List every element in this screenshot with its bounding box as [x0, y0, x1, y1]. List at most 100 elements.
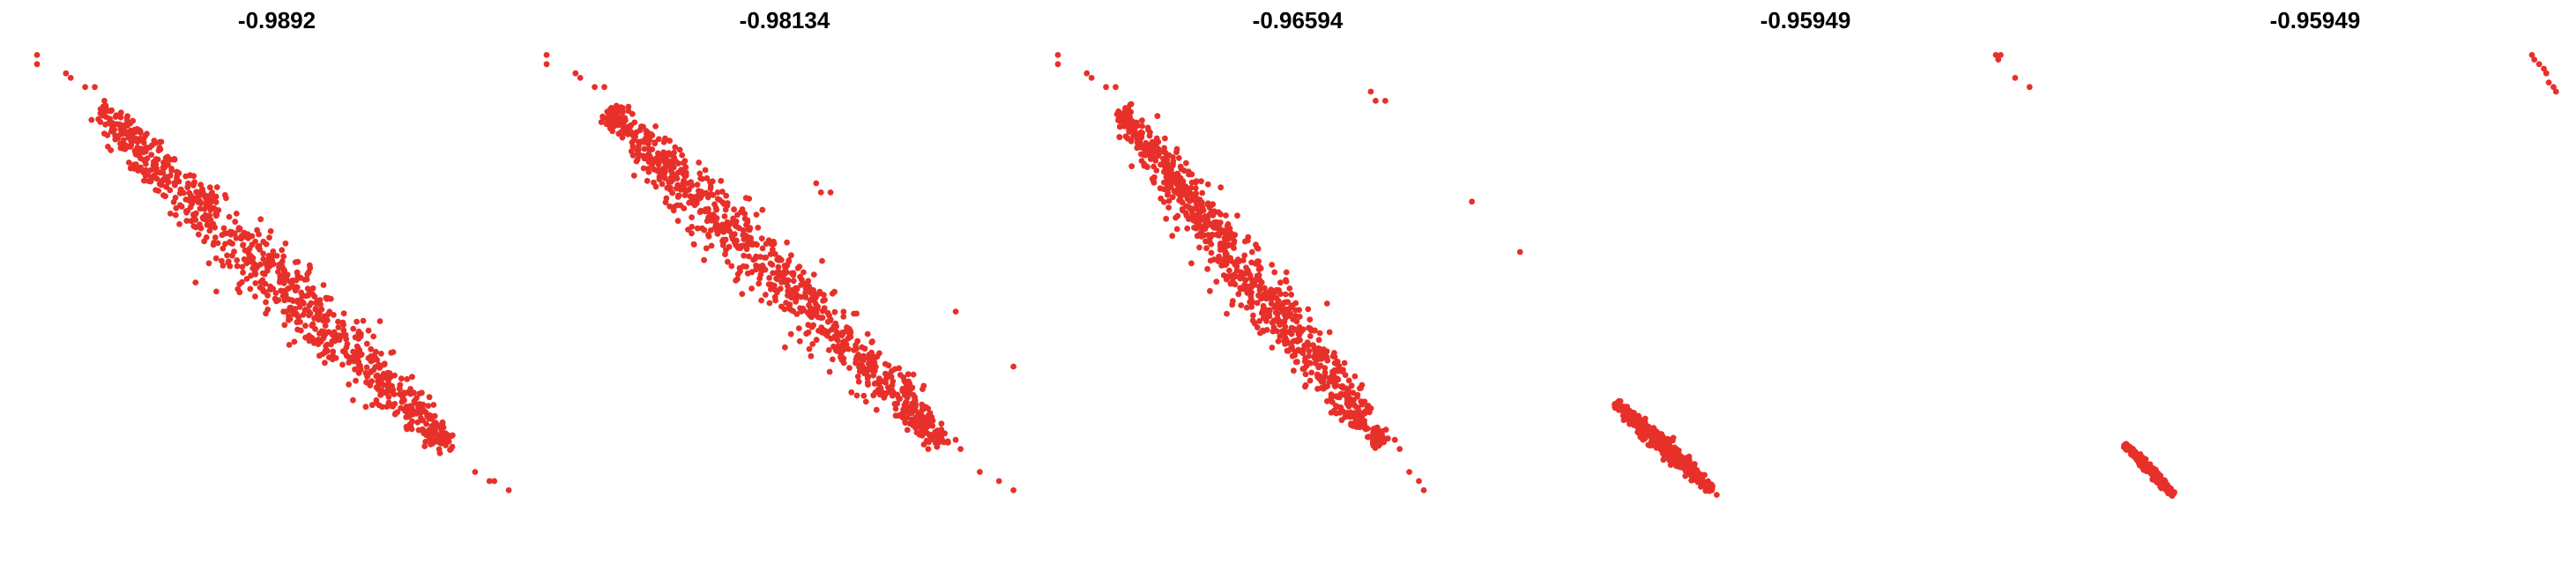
scatter-point-outlier [63, 70, 70, 77]
scatter-point [925, 446, 932, 452]
scatter-point [202, 194, 208, 200]
scatter-point [373, 396, 380, 404]
scatter-point-outlier [1391, 436, 1398, 443]
scatter-point [264, 292, 271, 299]
scatter-point [1254, 300, 1261, 307]
scatter-point [302, 307, 309, 314]
scatter-point [1198, 223, 1205, 230]
scatter-point [746, 253, 752, 260]
scatter-point [766, 275, 772, 281]
scatter-point [196, 193, 203, 199]
scatter-point [138, 130, 144, 137]
scatter-point [1210, 211, 1217, 219]
panel-1: -0.9892 [34, 7, 512, 493]
scatter-point [633, 158, 640, 165]
scatter-point [720, 239, 727, 245]
scatter-point [1372, 441, 1379, 447]
scatter-point [1286, 285, 1293, 292]
scatter-point [1287, 345, 1294, 352]
scatter-point-outlier [1088, 75, 1095, 81]
scatter-point [108, 128, 115, 135]
scatter-point [115, 122, 123, 129]
scatter-point [294, 269, 301, 276]
scatter-point-outlier [543, 61, 550, 68]
scatter-point [876, 350, 882, 357]
scatter-point [710, 211, 717, 219]
scatter-point [871, 359, 878, 366]
scatter-point [252, 238, 258, 245]
scatter-point [891, 401, 898, 407]
scatter-point [357, 333, 364, 340]
scatter-point [1136, 138, 1143, 145]
scatter-point [1296, 314, 1303, 320]
scatter-point [1121, 118, 1128, 125]
scatter-point [1329, 373, 1336, 380]
scatter-point [115, 135, 122, 142]
scatter-point [1216, 224, 1223, 231]
scatter-point [1231, 232, 1238, 239]
scatter-point-outlier [1516, 248, 1523, 256]
scatter-point [1248, 248, 1255, 256]
scatter-point [413, 410, 421, 417]
scatter-point [852, 342, 859, 349]
scatter-point [1243, 304, 1250, 311]
scatter-point [354, 318, 360, 325]
scatter-point [431, 420, 437, 427]
scatter-point [788, 270, 795, 277]
scatter-point [108, 107, 115, 114]
scatter-point [341, 331, 348, 337]
scatter-point [370, 333, 376, 340]
scatter-point [1651, 435, 1657, 442]
scatter-point [682, 188, 689, 195]
scatter-point [1241, 238, 1248, 245]
scatter-point [151, 159, 157, 166]
scatter-point [765, 237, 772, 244]
scatter-point [128, 142, 135, 149]
scatter-point [872, 389, 879, 396]
scatter-point [703, 245, 710, 252]
panel-1-title: -0.9892 [238, 7, 316, 33]
scatter-point [810, 271, 817, 278]
scatter-point [1246, 270, 1252, 277]
scatter-point [212, 211, 220, 218]
scatter-point [1204, 265, 1210, 272]
scatter-point [1302, 383, 1308, 390]
scatter-point [785, 292, 791, 299]
scatter-point [1195, 232, 1202, 239]
scatter-point [929, 423, 936, 429]
scatter-point [671, 149, 677, 156]
scatter-point [243, 276, 250, 282]
scatter-point [1165, 197, 1173, 204]
scatter-point [904, 414, 911, 421]
scatter-point [855, 378, 862, 385]
scatter-point [1157, 185, 1164, 192]
scatter-point [355, 328, 362, 335]
scatter-point [284, 271, 291, 278]
scatter-point [1231, 238, 1238, 244]
scatter-point [925, 405, 932, 411]
scatter-point [164, 175, 170, 182]
scatter-point [249, 257, 255, 264]
scatter-point [294, 313, 301, 319]
scatter-point [1188, 171, 1195, 178]
scatter-point [320, 282, 327, 288]
scatter-point [1170, 158, 1177, 165]
scatter-point [744, 241, 751, 248]
scatter-point [164, 156, 171, 163]
scatter-point [941, 439, 948, 446]
scatter-point [1256, 318, 1263, 324]
panel-2-points [543, 52, 1016, 493]
scatter-point [1286, 310, 1293, 317]
scatter-point [160, 192, 167, 199]
scatter-point [938, 420, 945, 427]
scatter-point [323, 343, 329, 350]
scatter-point [754, 241, 760, 248]
scatter-point [757, 271, 764, 278]
scatter-point [212, 234, 219, 241]
scatter-point [175, 170, 182, 176]
scatter-point [1247, 298, 1254, 305]
scatter-point [784, 239, 790, 246]
scatter-point [902, 404, 908, 411]
scatter-point [1153, 135, 1160, 142]
scatter-point [726, 243, 733, 250]
